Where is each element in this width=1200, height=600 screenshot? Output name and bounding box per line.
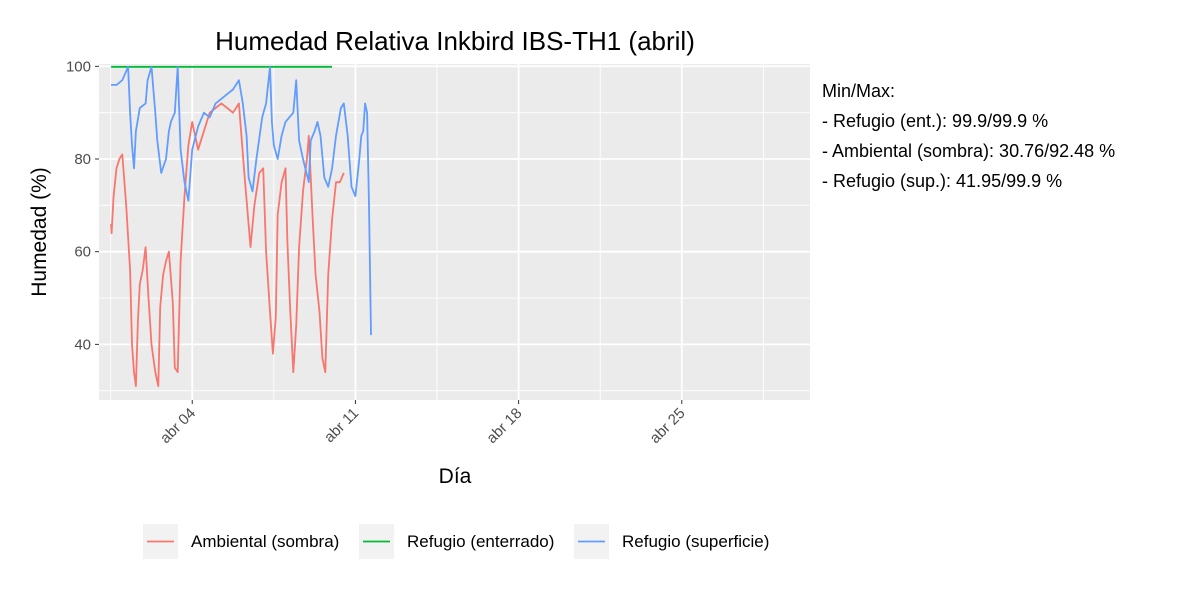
min-max-note: Min/Max: - Refugio (ent.): 99.9/99.9 % -… bbox=[822, 81, 1115, 191]
y-tick-label: 60 bbox=[74, 244, 91, 261]
series-layer bbox=[110, 65, 372, 388]
legend-label-0: Ambiental (sombra) bbox=[191, 532, 339, 551]
y-axis-title: Humedad (%) bbox=[28, 167, 51, 297]
chart-title: Humedad Relativa Inkbird IBS-TH1 (abril) bbox=[215, 26, 695, 56]
note-heading: Min/Max: bbox=[822, 81, 895, 101]
note-line-superficie: - Refugio (sup.): 41.95/99.9 % bbox=[822, 171, 1062, 191]
y-tick-label: 100 bbox=[66, 58, 91, 75]
series-line-2 bbox=[111, 65, 372, 336]
y-tick-label: 40 bbox=[74, 336, 91, 353]
legend-label-2: Refugio (superficie) bbox=[622, 532, 769, 551]
legend-label-1: Refugio (enterrado) bbox=[407, 532, 554, 551]
x-axis-title: Día bbox=[439, 465, 472, 488]
series-line-0 bbox=[110, 102, 345, 388]
y-tick-label: 80 bbox=[74, 151, 91, 168]
legend: Ambiental (sombra) Refugio (enterrado) Ref… bbox=[143, 524, 769, 559]
note-line-ambiental: - Ambiental (sombra): 30.76/92.48 % bbox=[822, 141, 1115, 161]
note-line-enterrado: - Refugio (ent.): 99.9/99.9 % bbox=[822, 111, 1048, 131]
y-axis: 40 60 80 100 bbox=[66, 58, 99, 353]
